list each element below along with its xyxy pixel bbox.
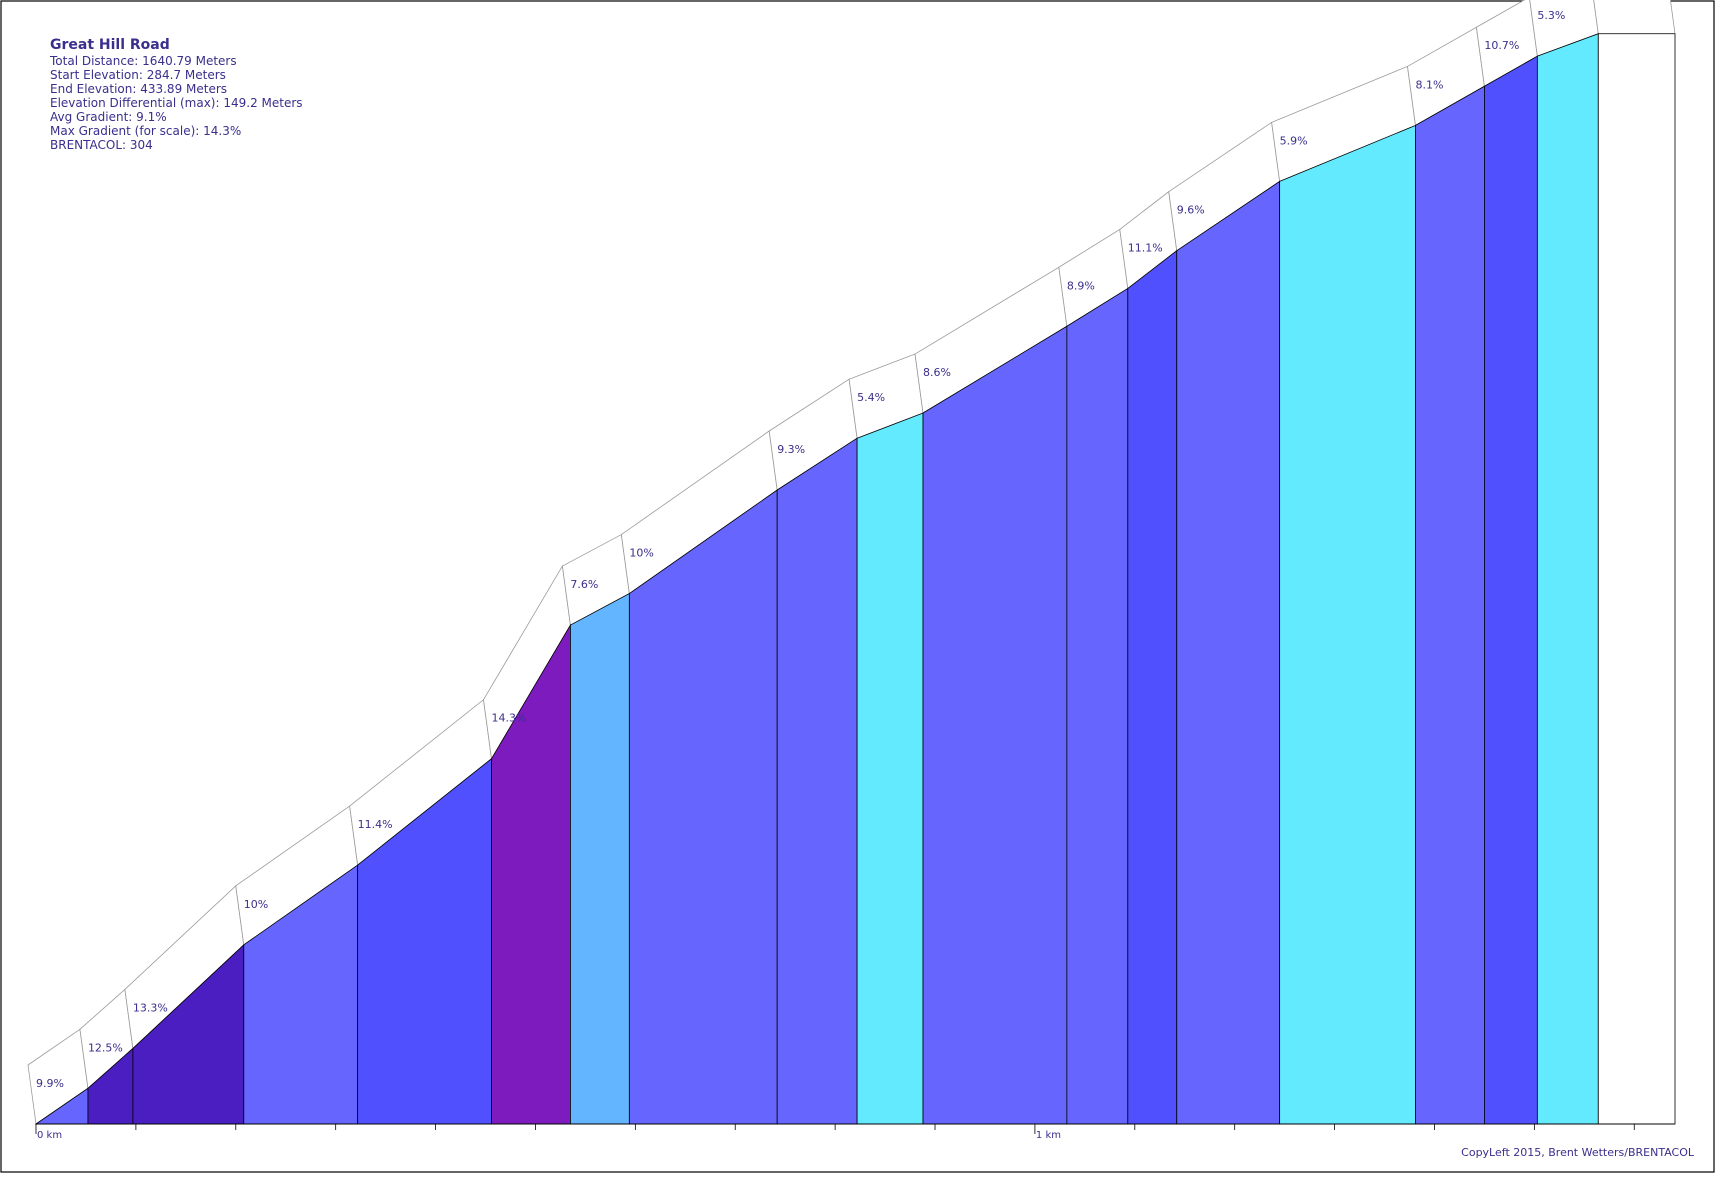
end-elevation-line: End Elevation: 433.89 Meters (50, 82, 228, 96)
gradient-bar-segment (1415, 85, 1485, 1125)
avg-gradient-line: Avg Gradient: 9.1% (50, 110, 167, 124)
x-tick-label: 0 km (37, 1130, 62, 1141)
gradient-bar-segment (922, 325, 1068, 1125)
gradient-bar-segment (1484, 55, 1538, 1125)
gradient-bar-segment (1536, 33, 1599, 1125)
start-elevation-line: Start Elevation: 284.7 Meters (50, 68, 226, 82)
gradient-label: 11.4% (358, 818, 393, 831)
gradient-bar-segment (856, 412, 924, 1125)
gradient-label: 9.9% (36, 1077, 64, 1090)
gradient-bar-segment (1066, 287, 1129, 1125)
elevation-differential-line: Elevation Differential (max): 149.2 Mete… (50, 96, 303, 110)
route-summary: Great Hill Road Total Distance: 1640.79 … (50, 36, 303, 152)
max-gradient-line: Max Gradient (for scale): 14.3% (50, 124, 242, 138)
gradient-label: 10% (244, 898, 268, 911)
gradient-label: 9.3% (777, 443, 805, 456)
gradient-label: 7.6% (570, 578, 598, 591)
copyleft-credit: CopyLeft 2015, Brent Wetters/BRENTACOL (1461, 1146, 1694, 1159)
gradient-bar-segment (570, 592, 630, 1125)
gradient-bar-segment (628, 489, 778, 1125)
gradient-label: 11.1% (1128, 241, 1163, 254)
gradient-label: 8.6% (923, 366, 951, 379)
gradient-bar-segment (1176, 180, 1281, 1125)
ribbon-panel (1593, 0, 1676, 35)
gradient-label: 9.6% (1177, 204, 1205, 217)
gradient-label: 13.3% (133, 1001, 168, 1014)
gradient-label: 10% (629, 547, 653, 560)
gradient-label: 8.1% (1415, 78, 1443, 91)
brentacol-line: BRENTACOL: 304 (50, 138, 153, 152)
route-title: Great Hill Road (50, 37, 170, 53)
gradient-label: 5.4% (857, 391, 885, 404)
gradient-bar-segment (1597, 33, 1676, 1125)
gradient-label: 14.3% (492, 712, 527, 725)
gradient-bar-segment (1279, 124, 1416, 1125)
gradient-bar-segment (776, 437, 858, 1125)
gradient-label: 12.5% (88, 1041, 123, 1054)
gradient-label: 5.3% (1537, 9, 1565, 22)
x-tick-label: 1 km (1036, 1130, 1061, 1141)
gradient-label: 5.9% (1280, 134, 1308, 147)
gradient-bar-segment (1127, 249, 1178, 1125)
gradient-label: 8.9% (1067, 279, 1095, 292)
gradient-label: 10.7% (1484, 39, 1519, 52)
total-distance-line: Total Distance: 1640.79 Meters (50, 54, 237, 68)
